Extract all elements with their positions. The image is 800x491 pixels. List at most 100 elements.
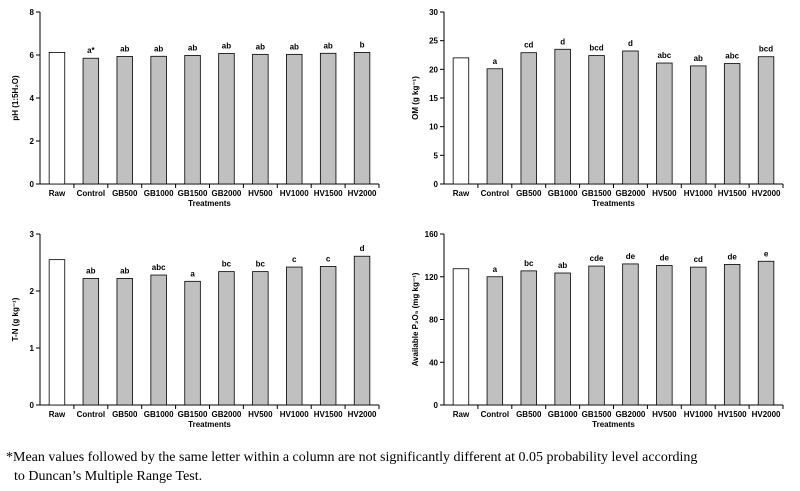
- chart-tn: 0 1 2 3 Raw Control ab GB500 ab GB1000 abc GB1500 a G…: [11, 230, 380, 429]
- p2o5-y-tick-label: 40: [429, 358, 438, 367]
- p2o5-bar: [656, 265, 673, 406]
- tn-data-label: abc: [152, 263, 166, 272]
- p2o5-x-tick-label: HV500: [652, 410, 677, 419]
- footnote-line-1: *Mean values followed by the same letter…: [6, 450, 698, 465]
- om-data-label: abc: [657, 51, 671, 60]
- tn-x-tick-label: HV1500: [314, 410, 343, 419]
- p2o5-x-tick-label: GB500: [516, 410, 542, 419]
- ph-y-axis-title: pH (1:5H₂O): [11, 75, 20, 121]
- p2o5-data-label: a: [493, 265, 498, 274]
- ph-bar: [319, 52, 337, 185]
- tn-x-tick-label: HV500: [248, 410, 273, 419]
- p2o5-data-label: de: [660, 254, 670, 263]
- tn-x-tick-label: GB500: [112, 410, 138, 419]
- p2o5-y-tick-label: 120: [425, 273, 439, 282]
- om-bar: [656, 62, 673, 185]
- om-x-tick-label: HV500: [652, 189, 677, 198]
- ph-bar: [252, 53, 269, 185]
- om-data-label: a: [493, 57, 498, 66]
- p2o5-data-label: cde: [590, 254, 604, 263]
- om-data-label: abc: [725, 52, 739, 61]
- ph-data-label: ab: [222, 41, 231, 50]
- tn-y-tick-label: 0: [30, 401, 35, 410]
- tn-bar: [82, 278, 100, 406]
- om-data-label: ab: [694, 54, 703, 63]
- tn-x-tick-label: GB1000: [144, 410, 174, 419]
- ph-data-label: ab: [256, 42, 265, 51]
- ph-data-label: b: [360, 40, 365, 49]
- ph-y-tick-label: 6: [30, 51, 35, 60]
- tn-bar: [252, 271, 269, 406]
- om-data-label: d: [560, 37, 565, 46]
- chart-ph: 0 2 4 6 8 Raw Control a* GB500 ab GB1000 ab GB1500 ab…: [11, 8, 380, 208]
- ph-bar: [116, 56, 133, 185]
- om-x-tick-label: GB500: [516, 189, 542, 198]
- om-x-tick-label: Control: [481, 189, 509, 198]
- tn-data-label: d: [360, 244, 365, 253]
- ph-y-tick-label: 8: [30, 8, 35, 17]
- om-bar: [690, 65, 707, 185]
- om-bar: [520, 52, 537, 185]
- p2o5-data-label: ab: [558, 261, 567, 270]
- tn-bar: [218, 271, 235, 406]
- tn-x-tick-label: HV2000: [348, 410, 377, 419]
- ph-data-label: ab: [290, 42, 299, 51]
- p2o5-data-label: bc: [524, 259, 534, 268]
- ph-x-tick-label: HV1000: [280, 189, 309, 198]
- om-x-tick-label: GB1500: [582, 189, 612, 198]
- om-x-tick-label: HV2000: [752, 189, 781, 198]
- om-x-tick-label: GB1000: [548, 189, 578, 198]
- p2o5-x-tick-label: Raw: [453, 410, 470, 419]
- ph-data-label: ab: [323, 41, 332, 50]
- p2o5-bar: [486, 276, 504, 406]
- p2o5-y-tick-label: 0: [434, 401, 439, 410]
- ph-y-tick-label: 2: [30, 137, 35, 146]
- om-bar: [723, 63, 741, 185]
- p2o5-data-label: de: [626, 252, 636, 261]
- tn-x-tick-label: Raw: [49, 410, 66, 419]
- tn-y-axis-title: T-N (g kg⁻¹): [11, 297, 20, 341]
- tn-y-tick-label: 1: [30, 344, 35, 353]
- ph-bar: [286, 53, 303, 185]
- p2o5-bar: [588, 265, 605, 406]
- ph-x-tick-label: HV2000: [348, 189, 377, 198]
- om-x-tick-label: Raw: [453, 189, 470, 198]
- tn-x-tick-label: Control: [77, 410, 105, 419]
- ph-x-tick-label: HV1500: [314, 189, 343, 198]
- om-data-label: bcd: [589, 44, 603, 53]
- tn-data-label: bc: [222, 260, 232, 269]
- om-bar: [554, 48, 571, 185]
- chart-om: 0 5 10 15 20 25 30 Raw Control a GB500 cd GB1000 d GB1…: [411, 8, 784, 208]
- tn-bar: [184, 280, 201, 406]
- ph-bar: [218, 53, 235, 185]
- ph-bar: [150, 55, 167, 185]
- om-y-axis-title: OM (g kg⁻¹): [411, 76, 420, 120]
- ph-x-axis-title: Treatments: [188, 199, 231, 208]
- tn-data-label: bc: [256, 260, 266, 269]
- p2o5-x-tick-label: Control: [481, 410, 509, 419]
- p2o5-bar: [723, 264, 741, 406]
- p2o5-data-label: e: [764, 249, 769, 258]
- om-x-axis-title: Treatments: [592, 199, 635, 208]
- ph-x-tick-label: HV500: [248, 189, 273, 198]
- ph-data-label: a*: [87, 46, 95, 55]
- p2o5-data-label: de: [727, 252, 737, 261]
- ph-data-label: ab: [188, 43, 197, 52]
- p2o5-bar: [690, 266, 707, 406]
- chart-p2o5: 0 40 80 120 160 Raw Control a GB500 bc GB1000 ab GB1…: [411, 230, 784, 429]
- tn-data-label: c: [292, 255, 297, 264]
- om-y-tick-label: 25: [429, 37, 438, 46]
- p2o5-data-label: cd: [694, 255, 703, 264]
- tn-bar: [116, 278, 133, 406]
- ph-bar: [184, 55, 201, 185]
- tn-bar: [286, 266, 303, 406]
- om-y-tick-label: 30: [429, 8, 438, 17]
- om-bar: [757, 56, 775, 185]
- om-y-tick-label: 5: [434, 151, 439, 160]
- tn-data-label: ab: [86, 266, 95, 275]
- ph-bar: [353, 52, 371, 185]
- ph-x-tick-label: GB500: [112, 189, 138, 198]
- om-y-tick-label: 20: [429, 65, 438, 74]
- footnote-line-2: to Duncan’s Multiple Range Test.: [14, 469, 203, 484]
- p2o5-x-tick-label: GB2000: [616, 410, 646, 419]
